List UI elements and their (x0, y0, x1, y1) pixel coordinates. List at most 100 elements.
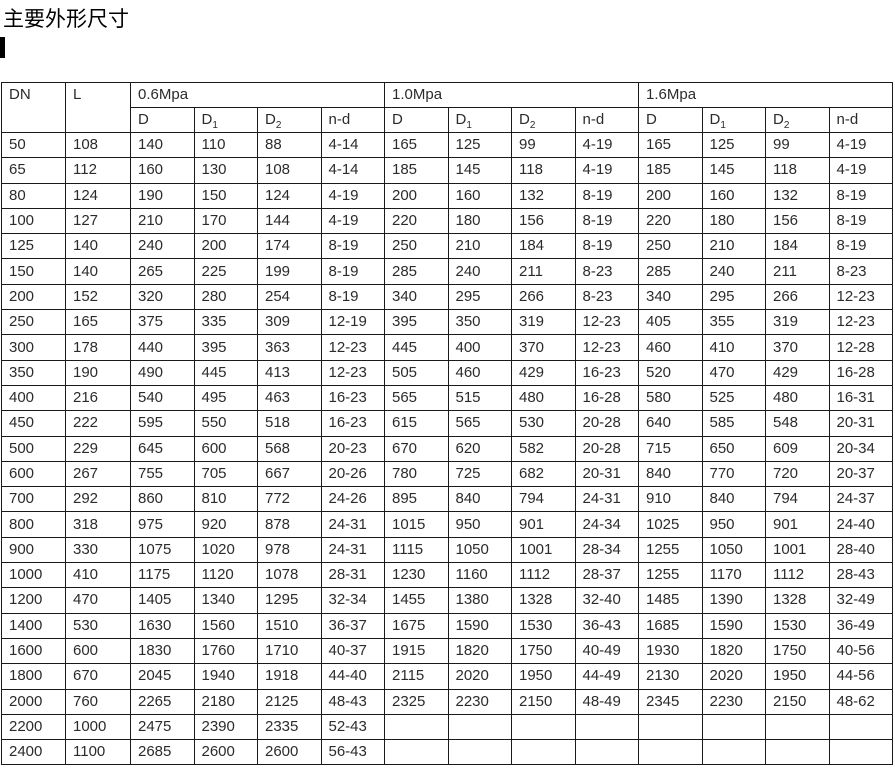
cell: 650 (701, 435, 766, 462)
cell: 2390 (193, 713, 258, 741)
cell: 2125 (257, 688, 322, 715)
col-subheader-d2-group-0: D2 (257, 107, 322, 133)
col-subheader-n-d-group-2: n-d (828, 107, 893, 133)
cell: 40-49 (574, 637, 639, 665)
cell: 24-31 (320, 536, 385, 564)
cell: 1170 (701, 562, 766, 589)
cell: 16-23 (320, 410, 385, 437)
cell: 800 (1, 511, 66, 538)
cell: 1328 (765, 587, 830, 614)
cell: 901 (511, 511, 576, 538)
cell: 16-23 (320, 384, 385, 412)
cell: 20-28 (574, 410, 639, 437)
cell: 405 (638, 309, 703, 336)
cell: 150 (193, 182, 258, 209)
cell: 410 (701, 334, 766, 361)
cell: 901 (765, 511, 830, 538)
cell: 1075 (130, 536, 195, 564)
cell: 670 (384, 435, 449, 462)
cell: 395 (193, 334, 258, 361)
table-row: 1000 410 1175 1120 1078 28-31 1230 1160 1112 28-3… (1, 562, 893, 589)
cell: 220 (638, 207, 703, 235)
cell: 340 (384, 283, 449, 311)
cell: 490 (130, 359, 195, 386)
cell: 500 (1, 435, 66, 462)
cell: 88 (257, 131, 322, 159)
cell: 222 (65, 410, 131, 437)
cell: 254 (257, 283, 322, 311)
cell: 410 (65, 562, 131, 589)
cell: 1710 (257, 637, 322, 665)
cell: 840 (638, 460, 703, 488)
cell: 1078 (257, 562, 322, 589)
table-header: DN L 0.6Mpa 1.0Mpa 1.6Mpa D D1 D2 n-d D D1 D2 n… (1, 82, 893, 133)
cell: 1630 (130, 612, 195, 639)
cell: 1050 (701, 536, 766, 564)
cell: 1112 (765, 562, 830, 589)
cell: 700 (1, 486, 66, 513)
cell: 20-31 (574, 460, 639, 488)
cell: 400 (1, 384, 66, 412)
cell: 350 (447, 309, 512, 336)
cell: 615 (384, 410, 449, 437)
cell: 8-19 (574, 182, 639, 209)
cell: 229 (65, 435, 131, 462)
cell (511, 739, 576, 766)
cell: 319 (765, 309, 830, 336)
cell: 1918 (257, 663, 322, 690)
cell: 24-26 (320, 486, 385, 513)
cell: 125 (447, 131, 512, 159)
cell: 20-26 (320, 460, 385, 488)
cell: 525 (701, 384, 766, 412)
cell: 480 (511, 384, 576, 412)
cell: 8-23 (828, 258, 893, 285)
cell: 250 (638, 233, 703, 260)
cell: 165 (638, 131, 703, 159)
col-header-group-0-6mpa: 0.6Mpa (130, 82, 385, 108)
cell: 2180 (193, 688, 258, 715)
cell: 480 (765, 384, 830, 412)
cell (574, 739, 639, 766)
cell: 1120 (193, 562, 258, 589)
cell: 565 (384, 384, 449, 412)
cell: 1115 (384, 536, 449, 564)
cell: 240 (701, 258, 766, 285)
cell: 978 (257, 536, 322, 564)
cell: 975 (130, 511, 195, 538)
cell: 1685 (638, 612, 703, 639)
table-row: 50 108 140 110 88 4-14 165 125 99 4-19 165 125 99 4-1… (1, 131, 893, 159)
table-row: 1400 530 1630 1560 1510 36-37 1675 1590 1530 36-4… (1, 612, 893, 639)
cell (701, 739, 766, 766)
table-row: 150 140 265 225 199 8-19 285 240 211 8-23 285 240 21… (1, 258, 893, 285)
cell (701, 713, 766, 741)
cell: 156 (511, 207, 576, 235)
cell: 156 (765, 207, 830, 235)
table-row: 800 318 975 920 878 24-31 1015 950 901 24-34 1025 9… (1, 511, 893, 538)
cell: 184 (511, 233, 576, 260)
col-subheader-n-d-group-1: n-d (574, 107, 639, 133)
cell: 2020 (701, 663, 766, 690)
cell: 585 (701, 410, 766, 437)
cell: 2200 (1, 713, 66, 741)
col-subheader-d2-group-1: D2 (511, 107, 576, 133)
cell: 2600 (257, 739, 322, 766)
cell: 715 (638, 435, 703, 462)
cell (511, 713, 576, 741)
cell: 460 (447, 359, 512, 386)
cell: 160 (701, 182, 766, 209)
cell: 470 (65, 587, 131, 614)
cell: 375 (130, 309, 195, 336)
cell: 118 (765, 157, 830, 184)
cell: 140 (130, 131, 195, 159)
cell: 145 (447, 157, 512, 184)
cell: 1255 (638, 562, 703, 589)
cell: 670 (65, 663, 131, 690)
cell: 216 (65, 384, 131, 412)
table-row: 100 127 210 170 144 4-19 220 180 156 8-19 220 180 15… (1, 207, 893, 235)
cell: 200 (1, 283, 66, 311)
table-row: 1200 470 1405 1340 1295 32-34 1455 1380 1328 32-4… (1, 587, 893, 614)
cell: 12-23 (320, 334, 385, 361)
table-row: 1800 670 2045 1940 1918 44-40 2115 2020 1950 44-4… (1, 663, 893, 690)
cell: 210 (447, 233, 512, 260)
cell: 140 (65, 233, 131, 260)
